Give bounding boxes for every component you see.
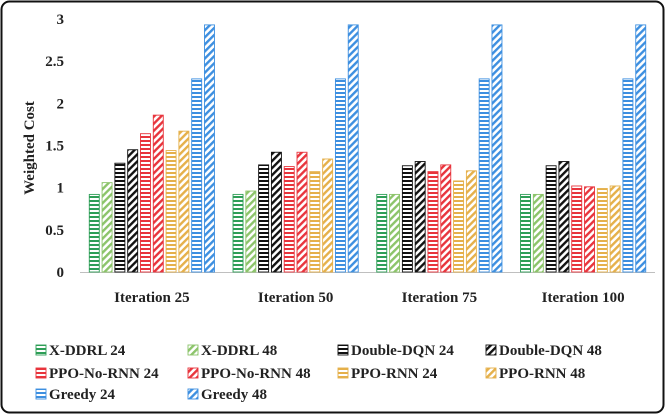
bar (389, 193, 401, 273)
legend-swatch (187, 344, 199, 356)
bar (347, 24, 359, 273)
bar (635, 24, 647, 273)
bar (204, 24, 215, 273)
legend-item: Greedy 48 (187, 387, 267, 403)
legend-label: PPO-RNN 48 (499, 366, 585, 382)
legend-label: PPO-RNN 24 (351, 366, 438, 382)
legend-item: PPO-No-RNN 48 (187, 366, 311, 382)
bar (427, 171, 439, 273)
bar (165, 150, 177, 273)
bar (545, 165, 557, 273)
y-tick-label: 2 (57, 96, 65, 112)
bar (178, 130, 190, 273)
bar (309, 171, 321, 273)
bar (258, 164, 270, 273)
bar (440, 164, 452, 273)
bar (622, 78, 634, 273)
bar (245, 190, 257, 273)
bar (414, 161, 426, 273)
y-axis-label: Weighted Cost (22, 101, 38, 195)
legend-item: X-DDRL 48 (187, 343, 277, 359)
y-tick-label: 0 (57, 265, 65, 281)
bar (88, 193, 100, 273)
bars (88, 24, 647, 273)
bar (270, 151, 282, 273)
y-tick-label: 1.5 (45, 139, 64, 155)
legend-item: Double-DQN 24 (337, 343, 454, 359)
bar (322, 158, 334, 273)
legend-label: Greedy 24 (49, 387, 115, 403)
legend-swatch (337, 344, 349, 356)
legend-swatch (35, 367, 47, 379)
legend-label: Double-DQN 24 (351, 343, 454, 359)
bar (520, 193, 531, 273)
bar (152, 114, 164, 273)
bar (296, 151, 308, 273)
legend-label: X-DDRL 24 (49, 343, 126, 359)
legend-swatch (187, 367, 199, 379)
legend-swatch (187, 388, 199, 400)
y-tick-label: 0.5 (45, 223, 64, 239)
y-tick-label: 2.5 (45, 54, 64, 70)
legend-label: X-DDRL 48 (201, 343, 277, 359)
x-tick-label: Iteration 25 (114, 290, 189, 306)
legend-label: Greedy 48 (201, 387, 267, 403)
bar (376, 193, 388, 273)
legend-swatch (35, 388, 47, 400)
bar (465, 170, 477, 273)
bar (232, 193, 244, 273)
bar (191, 78, 203, 273)
legend-item: Greedy 24 (35, 387, 115, 403)
bar (532, 193, 544, 273)
bar (609, 185, 621, 273)
x-tick-label: Iteration 100 (542, 290, 625, 306)
x-tick-label: Iteration 50 (258, 290, 333, 306)
legend-swatch (485, 367, 497, 379)
bar (101, 182, 113, 273)
legend: X-DDRL 24 X-DDRL 48 Double-DQN 24 Double-DQ… (35, 343, 602, 403)
bar (584, 186, 595, 273)
bar (334, 78, 346, 273)
bar (283, 166, 295, 273)
bar (491, 24, 503, 273)
bar (140, 133, 151, 273)
bar (114, 162, 126, 273)
legend-label: PPO-No-RNN 48 (201, 366, 311, 382)
legend-label: Double-DQN 48 (499, 343, 602, 359)
bar (127, 149, 139, 273)
legend-item: PPO-RNN 48 (485, 366, 585, 382)
y-axis: 0 0.5 1 1.5 2 2.5 3 (45, 12, 64, 281)
legend-swatch (35, 344, 47, 356)
legend-item: PPO-RNN 24 (337, 366, 438, 382)
legend-label: PPO-No-RNN 24 (49, 366, 159, 382)
y-tick-label: 1 (57, 181, 65, 197)
legend-item: X-DDRL 24 (35, 343, 126, 359)
legend-item: PPO-No-RNN 24 (35, 366, 159, 382)
legend-item: Double-DQN 48 (485, 343, 602, 359)
bar (596, 188, 608, 273)
x-tick-label: Iteration 75 (402, 290, 477, 306)
bar (453, 180, 465, 273)
bar (401, 165, 413, 273)
bar (571, 185, 583, 273)
bar (478, 78, 490, 273)
y-tick-label: 3 (57, 12, 65, 28)
legend-swatch (337, 367, 349, 379)
x-axis: Iteration 25 Iteration 50 Iteration 75 Iter… (80, 272, 655, 306)
bar (558, 161, 570, 273)
legend-swatch (485, 344, 497, 356)
